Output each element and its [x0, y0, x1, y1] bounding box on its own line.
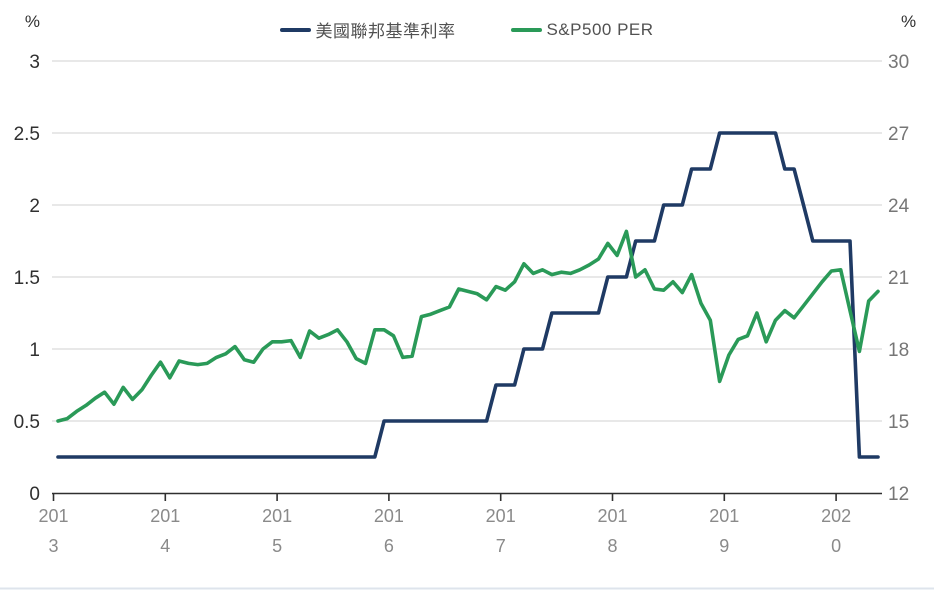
- left-axis-unit-label: %: [25, 12, 40, 31]
- x-axis-tick-label-top: 201: [262, 506, 292, 526]
- y-axis-left-tick-label: 2.5: [14, 124, 40, 145]
- y-axis-left-tick-label: 0: [29, 484, 40, 505]
- x-axis-tick-label-top: 201: [597, 506, 627, 526]
- y-axis-right-tick-label: 15: [888, 412, 909, 433]
- x-axis-tick-label-top: 201: [38, 506, 68, 526]
- series-line-sp500-per: [56, 229, 880, 423]
- x-axis-tick-label-bottom: 5: [272, 536, 282, 556]
- y-axis-right-tick-label: 12: [888, 484, 909, 505]
- series-line-fed-funds-rate: [56, 131, 880, 459]
- y-axis-right-tick-label: 21: [888, 268, 909, 289]
- x-axis-tick-label-top: 201: [374, 506, 404, 526]
- x-axis-tick-label-top: 201: [486, 506, 516, 526]
- y-axis-left-tick-label: 3: [29, 52, 40, 73]
- right-axis-unit-label: %: [901, 12, 916, 31]
- y-axis-left-tick-label: 2: [29, 196, 40, 217]
- x-axis-tick-label-top: 202: [821, 506, 851, 526]
- x-axis-tick-label-bottom: 3: [48, 536, 58, 556]
- x-axis-tick-label-bottom: 6: [384, 536, 394, 556]
- x-axis-tick-label-bottom: 4: [160, 536, 170, 556]
- y-axis-left-tick-label: 1.5: [14, 268, 40, 289]
- x-axis-tick-label-bottom: 9: [719, 536, 729, 556]
- x-axis-tick-label-bottom: 7: [496, 536, 506, 556]
- y-axis-right-tick-label: 30: [888, 52, 909, 73]
- y-axis-right-tick-label: 27: [888, 124, 909, 145]
- y-axis-right-tick-label: 24: [888, 196, 910, 217]
- y-axis-left-tick-label: 1: [29, 340, 40, 361]
- x-axis-tick-label-top: 201: [709, 506, 739, 526]
- y-axis-left-tick-label: 0.5: [14, 412, 40, 433]
- x-axis-tick-label-top: 201: [150, 506, 180, 526]
- x-axis-tick-label-bottom: 0: [831, 536, 841, 556]
- y-axis-right-tick-label: 18: [888, 340, 909, 361]
- x-axis-tick-label-bottom: 8: [607, 536, 617, 556]
